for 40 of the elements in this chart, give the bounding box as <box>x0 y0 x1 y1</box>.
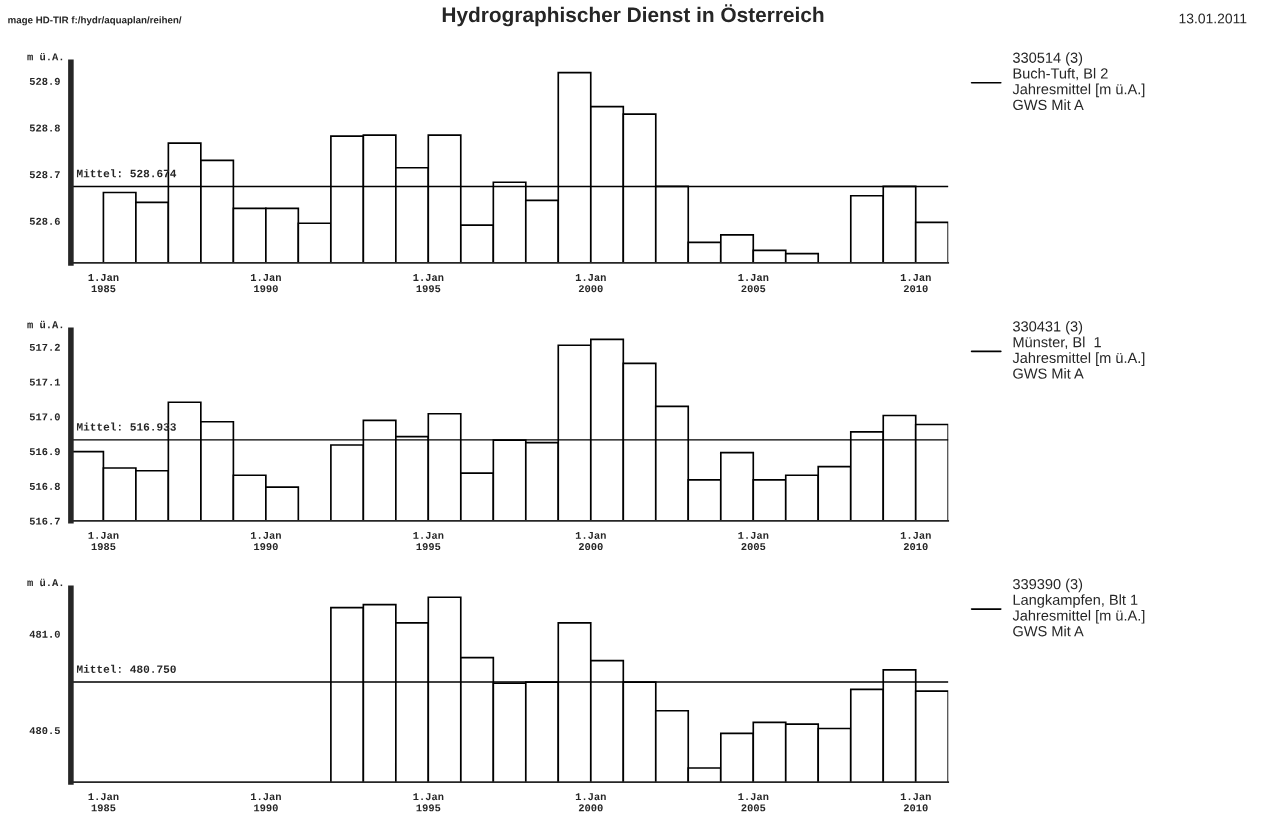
x-tick-label: 1.Jan 2010 <box>900 531 931 551</box>
y-tick-label: 516.9 <box>29 448 60 456</box>
y-tick-label: 517.1 <box>29 378 61 386</box>
x-tick-label: 1.Jan 1995 <box>413 531 444 551</box>
x-tick-label: 1.Jan 2000 <box>575 274 606 293</box>
legend-label: 330431 (3) Münster, Bl 1 Jahresmittel [m ü.A.] GWS Mit A <box>1012 320 1145 379</box>
y-axis-title: m ü.A. <box>27 578 63 587</box>
chart-title: Hydrographischer Dienst in Österreich <box>442 4 824 27</box>
y-tick-label: 528.9 <box>29 77 60 85</box>
text: 13.01.2011 <box>1179 13 1247 24</box>
x-tick-label: 1.Jan 2005 <box>738 793 769 812</box>
text: mage HD-TIR f:/hydr/aquaplan/reihen/ <box>8 16 182 26</box>
y-tick-label: 516.8 <box>29 482 60 490</box>
x-tick-label: 1.Jan 1985 <box>88 531 119 551</box>
x-tick-label: 1.Jan 2005 <box>738 274 769 293</box>
x-tick-label: 1.Jan 1985 <box>88 793 119 812</box>
y-tick-label: 528.6 <box>29 217 60 225</box>
y-tick-label: 481.0 <box>29 630 60 638</box>
x-tick-label: 1.Jan 1985 <box>88 274 119 293</box>
y-tick-label: 528.8 <box>29 124 60 132</box>
y-tick-label: 517.0 <box>29 413 60 421</box>
x-tick-label: 1.Jan 2010 <box>900 793 931 812</box>
x-tick-label: 1.Jan 2005 <box>738 531 769 551</box>
legend-label: 330514 (3) Buch-Tuft, Bl 2 Jahresmittel [m ü.A.] GWS Mit A <box>1012 52 1145 111</box>
y-axis-title: m ü.A. <box>27 52 63 61</box>
ref-line-label: Mittel: 480.750 <box>76 664 176 673</box>
x-tick-label: 1.Jan 1990 <box>250 274 281 293</box>
y-tick-label: 480.5 <box>29 727 60 735</box>
y-tick-label: 516.7 <box>29 517 60 525</box>
x-tick-label: 1.Jan 2010 <box>900 274 931 293</box>
y-tick-label: 528.7 <box>29 171 60 179</box>
y-tick-label: 517.2 <box>29 343 60 351</box>
x-tick-label: 1.Jan 1990 <box>250 531 281 551</box>
x-tick-label: 1.Jan 2000 <box>575 531 606 551</box>
y-axis-title: m ü.A. <box>27 320 63 329</box>
x-tick-label: 1.Jan 1995 <box>413 274 444 293</box>
x-tick-label: 1.Jan 1995 <box>413 793 444 812</box>
x-tick-label: 1.Jan 1990 <box>250 793 281 812</box>
x-tick-label: 1.Jan 2000 <box>575 793 606 812</box>
legend-label: 339390 (3) Langkampfen, Blt 1 Jahresmittel [m ü.A.] GWS Mit A <box>1012 578 1145 637</box>
